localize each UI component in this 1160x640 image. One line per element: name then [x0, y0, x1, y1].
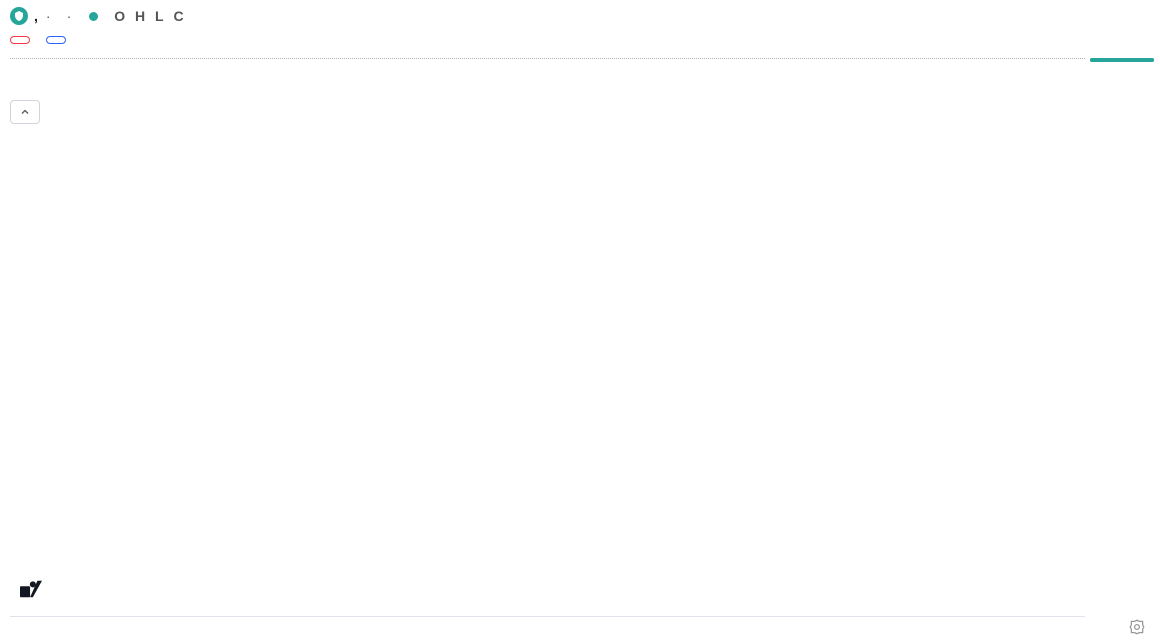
root: , · · O H L C [0, 0, 1160, 640]
indicator-badge-blue[interactable] [46, 36, 66, 44]
chart-header: , · · O H L C [10, 4, 1150, 28]
tradingview-logo[interactable] [12, 576, 56, 608]
time-axis[interactable] [10, 616, 1085, 639]
chart-plot-area[interactable] [10, 58, 1085, 613]
price-axis[interactable] [1090, 58, 1155, 613]
separator-dot: · [44, 8, 53, 24]
symbol-icon [10, 7, 28, 25]
symbol-suffix: , [34, 8, 38, 24]
market-status-dot [89, 12, 98, 21]
last-volume-tag [1090, 58, 1154, 62]
gear-icon [1128, 618, 1146, 636]
ohlc-block: O H L C [108, 8, 195, 24]
indicator-badges [10, 36, 66, 44]
separator-dot: · [65, 8, 74, 24]
axis-settings-button[interactable] [1128, 618, 1146, 636]
symbol-title[interactable]: , [34, 8, 38, 24]
indicator-badge-red[interactable] [10, 36, 30, 44]
tradingview-mark-icon [20, 580, 42, 604]
